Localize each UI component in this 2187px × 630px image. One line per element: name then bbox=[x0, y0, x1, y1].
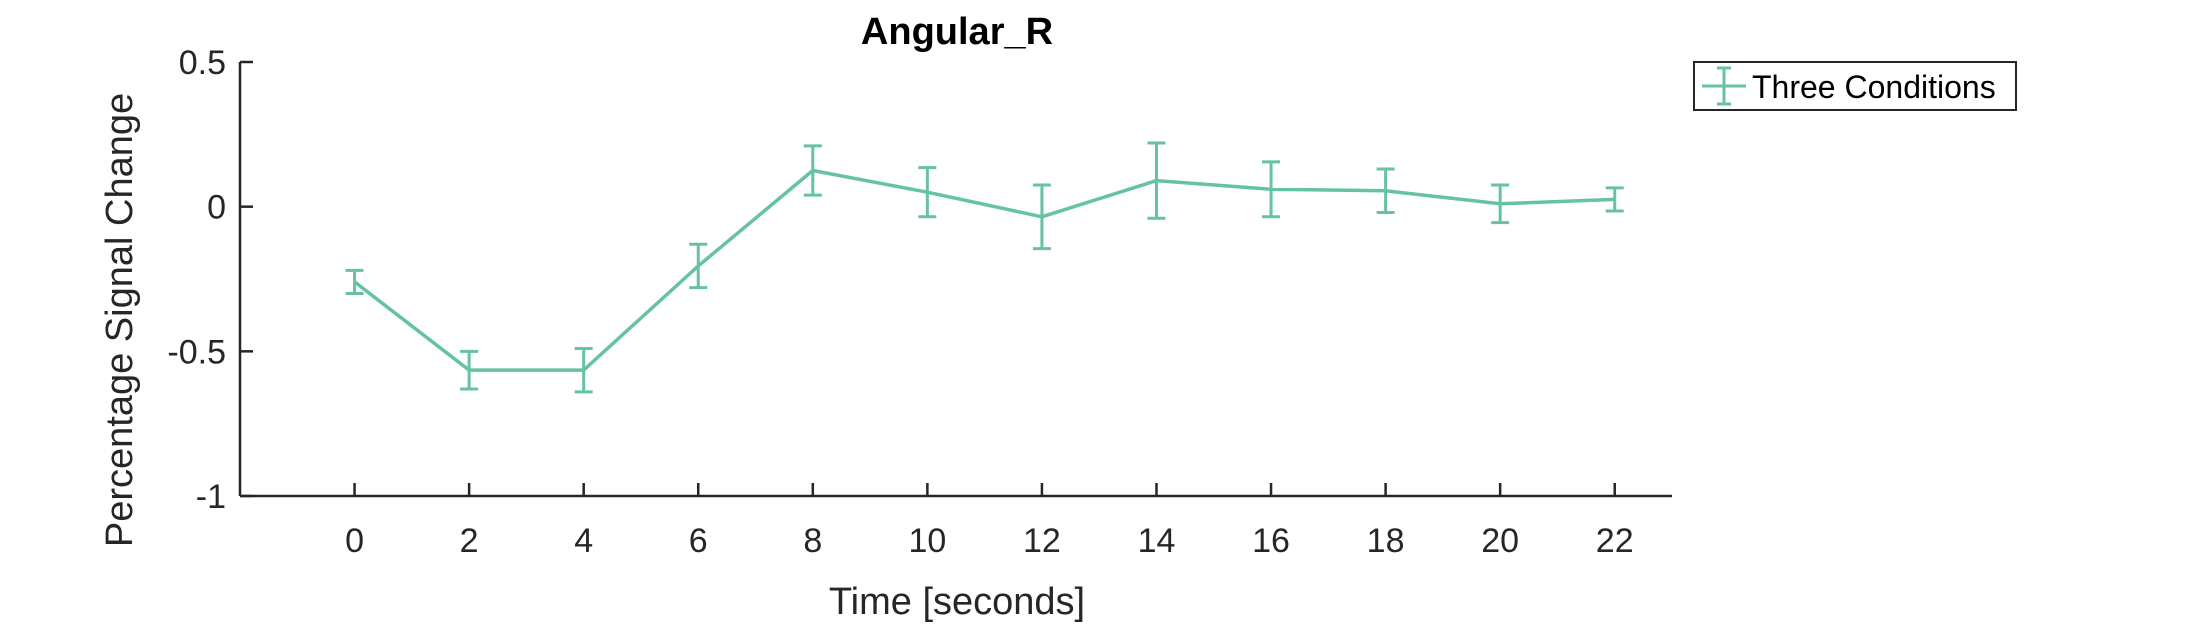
x-tick-label: 18 bbox=[1367, 522, 1405, 560]
x-tick-label: 0 bbox=[345, 522, 364, 560]
x-tick-label: 14 bbox=[1138, 522, 1176, 560]
series-line bbox=[355, 171, 1615, 371]
x-tick-label: 2 bbox=[460, 522, 479, 560]
x-tick-label: 6 bbox=[689, 522, 708, 560]
y-axis-title: Percentage Signal Change bbox=[99, 93, 141, 547]
x-tick-label: 8 bbox=[803, 522, 822, 560]
y-tick-label: -0.5 bbox=[167, 333, 226, 371]
legend: Three Conditions bbox=[1694, 62, 2016, 110]
y-tick-label: -1 bbox=[196, 478, 226, 516]
x-tick-label: 10 bbox=[908, 522, 946, 560]
x-tick-label: 4 bbox=[574, 522, 593, 560]
x-tick-label: 16 bbox=[1252, 522, 1290, 560]
series-layer bbox=[346, 143, 1624, 392]
x-axis-title: Time [seconds] bbox=[829, 581, 1085, 623]
legend-label: Three Conditions bbox=[1752, 69, 1996, 105]
chart-title: Angular_R bbox=[861, 11, 1053, 53]
y-tick-label: 0.5 bbox=[179, 44, 226, 82]
x-tick-label: 20 bbox=[1481, 522, 1519, 560]
axes: -1 -0.5 0 0.5 0 2 4 6 8 10 12 14 16 18 20 22 bbox=[167, 44, 1672, 560]
x-tick-label: 22 bbox=[1596, 522, 1634, 560]
x-tick-label: 12 bbox=[1023, 522, 1061, 560]
y-tick-label: 0 bbox=[207, 189, 226, 227]
